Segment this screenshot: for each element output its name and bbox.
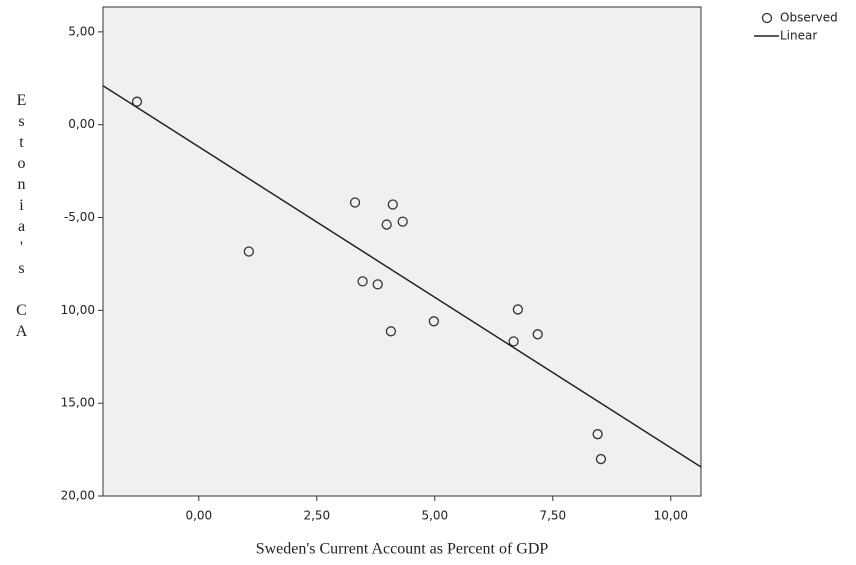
point [243,246,254,257]
point [385,326,397,337]
legend-symbol [761,12,773,24]
y-tick-label: 20,00 [61,489,95,503]
point [387,199,398,210]
fit-line [102,85,702,468]
point [349,197,361,208]
point [397,216,408,227]
point [532,329,543,340]
point [512,304,524,315]
point [131,96,143,107]
y-axis-label: Estonia's CA [13,92,30,344]
point [595,453,607,465]
point [428,316,440,327]
x-tick-label: 7,50 [539,509,566,523]
x-axis-label: Sweden's Current Account as Percent of G… [256,541,549,558]
point [592,429,603,440]
y-tick-label: 0,00 [68,117,95,131]
x-tick-label: 2,50 [303,509,330,523]
legend-label: Linear [780,29,817,43]
plot-area [102,6,702,497]
y-tick-label: 10,00 [61,303,95,317]
point [357,276,368,287]
point [372,279,383,290]
legend-label: Observed [780,11,838,25]
x-tick-label: 10,00 [654,509,688,523]
y-tick-label: 15,00 [61,396,95,410]
x-tick-label: 0,00 [185,509,212,523]
point [508,336,519,347]
y-tick-label: -5,00 [64,210,95,224]
x-tick-label: 5,00 [421,509,448,523]
y-tick-label: 5,00 [68,24,95,38]
point [381,219,392,230]
